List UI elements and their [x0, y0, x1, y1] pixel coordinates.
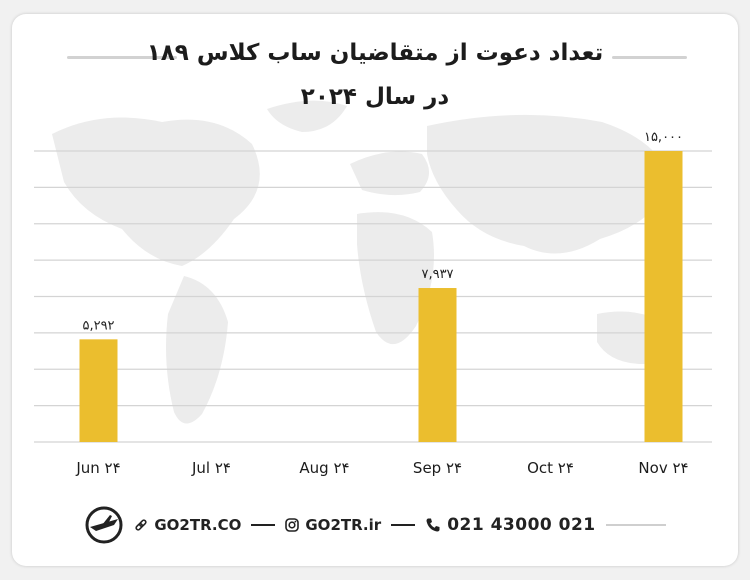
x-tick-label: Nov ۲۴: [638, 459, 688, 477]
instagram-icon: [285, 518, 300, 532]
data-label: ۵,۲۹۲: [82, 318, 114, 333]
x-tick-label: Jul ۲۴: [191, 459, 231, 477]
data-label: ۷,۹۳۷: [421, 267, 453, 282]
website-text: GO2TR.CO: [154, 516, 242, 534]
footer-phone[interactable]: 021 43000 021: [425, 515, 595, 535]
title-decoration-left: [67, 56, 177, 59]
footer-separator: [251, 524, 276, 526]
footer: GO2TR.CO GO2TR.ir 021 43000 021: [12, 502, 738, 548]
title-decoration-right: [612, 56, 687, 59]
x-tick-label: Aug ۲۴: [299, 459, 349, 477]
x-tick-label: Oct ۲۴: [527, 459, 574, 477]
phone-icon: [426, 518, 440, 532]
bar: [644, 151, 683, 442]
link-icon: [135, 519, 147, 531]
bar: [418, 288, 457, 442]
footer-separator: [391, 524, 416, 526]
bar: [79, 339, 118, 442]
chart-subtitle: در سال ۲۰۲۴: [300, 84, 450, 110]
chart-title: تعداد دعوت از متقاضیان ساب کلاس ۱۸۹: [146, 40, 604, 66]
footer-instagram[interactable]: GO2TR.ir: [285, 516, 381, 534]
footer-line: [605, 524, 666, 526]
data-label: ۱۵,۰۰۰: [644, 130, 683, 145]
phone-text: 021 43000 021: [447, 515, 596, 535]
x-tick-label: Jun ۲۴: [75, 459, 120, 477]
brand-logo-icon: [85, 506, 123, 544]
chart-card: تعداد دعوت از متقاضیان ساب کلاس ۱۸۹ در س…: [12, 14, 738, 566]
instagram-text: GO2TR.ir: [305, 516, 382, 534]
footer-website[interactable]: GO2TR.CO: [134, 516, 241, 534]
x-tick-label: Sep ۲۴: [413, 459, 462, 477]
bar-chart: ۵,۲۹۲ Jun ۲۴ Jul ۲۴ Aug ۲۴ ۷,۹۳۷ Sep ۲۴ Oct ۲۴…: [34, 130, 712, 477]
